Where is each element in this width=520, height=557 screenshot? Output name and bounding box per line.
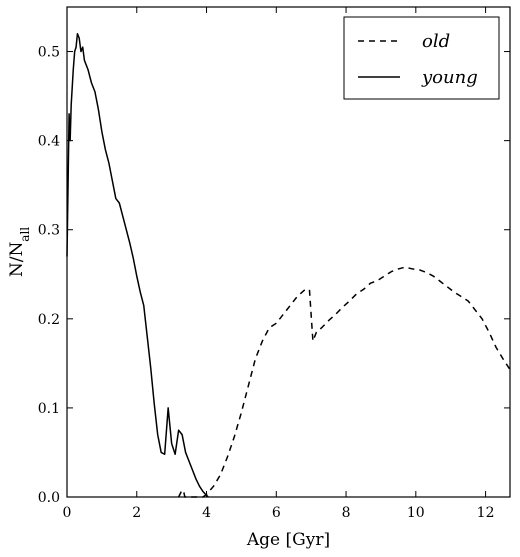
series-line-old	[177, 266, 511, 498]
y-tick-label: 0.3	[38, 223, 60, 239]
y-axis-label-sub: all	[18, 227, 32, 242]
x-tick-label: 12	[477, 505, 495, 521]
y-axis-ticks: 0.0 0.1 0.2 0.3 0.4 0.5	[38, 45, 510, 506]
y-tick-label: 0.0	[38, 490, 60, 506]
series-line-young	[66, 32, 209, 498]
legend-label-young: young	[421, 67, 478, 88]
x-tick-label: 6	[272, 505, 281, 521]
y-tick-label: 0.5	[38, 45, 60, 61]
x-tick-label: 4	[202, 505, 211, 521]
y-axis-label-base: N/N	[7, 242, 27, 278]
x-tick-label: 8	[342, 505, 351, 521]
y-tick-label: 0.1	[38, 401, 60, 417]
y-tick-label: 0.2	[38, 312, 60, 328]
x-tick-label: 0	[63, 505, 72, 521]
x-tick-label: 2	[132, 505, 141, 521]
x-axis-label: Age [Gyr]	[246, 530, 330, 550]
plot-frame	[66, 6, 511, 498]
plot-series-group	[66, 32, 511, 498]
y-axis-label: N/Nall	[7, 227, 32, 277]
x-tick-label: 10	[407, 505, 425, 521]
legend-label-old: old	[422, 31, 450, 52]
legend-box	[343, 16, 500, 100]
x-axis-ticks: 0 2 4 6 8 10 12	[63, 7, 495, 521]
legend: old young	[343, 16, 500, 100]
y-tick-label: 0.4	[38, 134, 60, 150]
